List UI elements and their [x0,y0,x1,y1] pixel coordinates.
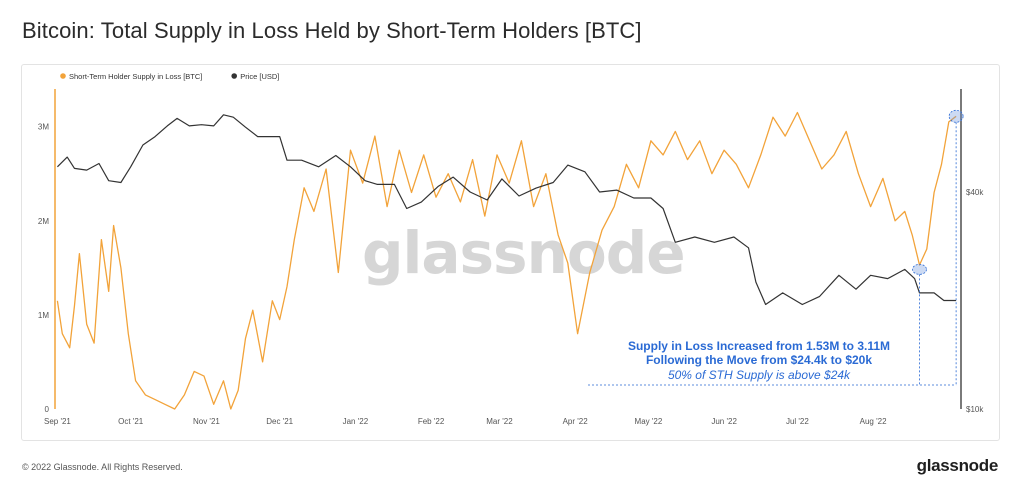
x-tick: Jul '22 [786,417,809,426]
chart-card: glassnode 0 1M 2M 3M $10k $40k Sep '21 Oct '21 N… [21,64,1000,441]
y-tick-left: 2M [38,217,49,226]
callout-circle-supply [948,109,964,123]
x-tick: Jun '22 [711,417,737,426]
x-tick: Feb '22 [418,417,445,426]
annotation-line-1: Supply in Loss Increased from 1.53M to 3… [628,339,890,353]
x-tick: Apr '22 [563,417,589,426]
copyright-text: © 2022 Glassnode. All Rights Reserved. [22,462,183,472]
x-tick: Aug '22 [860,417,887,426]
callout-circle-price [912,263,927,275]
legend-dot [60,73,66,79]
x-tick: Nov '21 [193,417,220,426]
x-tick: Oct '21 [118,417,144,426]
series-line-sth-supply [56,111,957,410]
legend-label: Price [USD] [240,72,279,81]
x-tick: Sep '21 [44,417,71,426]
legend-label: Short-Term Holder Supply in Loss [BTC] [69,72,202,81]
y-tick-left: 3M [38,123,49,132]
x-tick: May '22 [635,417,663,426]
y-tick-right: $10k [966,405,984,414]
y-tick-left: 0 [45,405,50,414]
x-tick: Dec '21 [266,417,293,426]
x-tick: Jan '22 [343,417,369,426]
y-tick-right: $40k [966,188,984,197]
series-line-price [56,114,957,306]
annotation-line-2: Following the Move from $24.4k to $20k [646,353,872,367]
watermark: glassnode [362,219,685,287]
chart: glassnode 0 1M 2M 3M $10k $40k Sep '21 Oct '21 N… [38,72,984,426]
brand-logo: glassnode [916,456,999,475]
annotation-line-3: 50% of STH Supply is above $24k [668,368,851,382]
y-tick-left: 1M [38,311,49,320]
x-tick: Mar '22 [486,417,513,426]
page-title: Bitcoin: Total Supply in Loss Held by Sh… [22,18,642,43]
legend-dot [231,73,237,79]
